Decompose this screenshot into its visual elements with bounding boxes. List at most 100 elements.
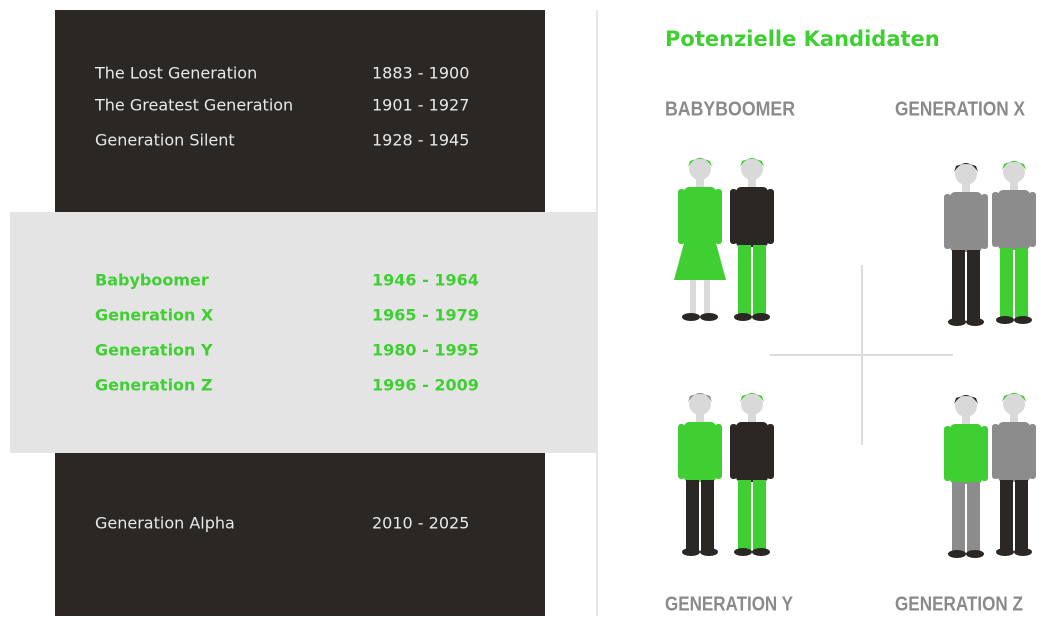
generation-name: Generation X xyxy=(95,306,214,325)
figure-arm xyxy=(767,189,774,244)
figure-shoe xyxy=(734,548,752,556)
figure-arm xyxy=(715,424,722,479)
figure-body xyxy=(998,190,1030,250)
figure-shoe xyxy=(1014,316,1032,324)
figure-arm xyxy=(1029,192,1036,247)
group-label: GENERATION X xyxy=(895,98,1026,120)
figure-shoe xyxy=(682,313,700,321)
generation-years: 1996 - 2009 xyxy=(372,376,479,395)
figure-arm xyxy=(981,426,988,481)
figure-arm xyxy=(981,194,988,249)
figure-shoe xyxy=(682,548,700,556)
figure-arm xyxy=(730,189,737,244)
figure-neck xyxy=(748,179,756,187)
figure-head xyxy=(689,393,711,415)
figure-leg xyxy=(704,280,710,315)
group-label: GENERATION Y xyxy=(665,593,794,615)
figure-arm xyxy=(715,189,722,244)
figure-head xyxy=(1003,393,1025,415)
figure-arm xyxy=(1029,424,1036,479)
figure-leg xyxy=(738,480,751,550)
figure-body xyxy=(998,422,1030,482)
figure-arm xyxy=(944,426,951,481)
figure-leg xyxy=(952,482,965,552)
figure-hair xyxy=(954,395,978,404)
figure-leg xyxy=(967,482,980,552)
generation-name: Generation Z xyxy=(95,376,213,395)
figure-leg xyxy=(1000,248,1013,318)
figure-leg xyxy=(1000,480,1013,550)
figure-neck xyxy=(962,184,970,192)
figure-hair xyxy=(688,158,712,167)
figure-shoe xyxy=(700,548,718,556)
generation-name: Generation Silent xyxy=(95,131,235,150)
figure-leg xyxy=(738,245,751,315)
generation-name: The Greatest Generation xyxy=(94,96,293,115)
figure-hair xyxy=(740,393,764,402)
figure-hair xyxy=(740,158,764,167)
figure-leg xyxy=(967,250,980,320)
generation-name: Babyboomer xyxy=(95,271,209,290)
figure-neck xyxy=(1010,182,1018,190)
figure-body xyxy=(950,192,982,252)
figure-leg xyxy=(690,280,696,315)
figure-hair xyxy=(1002,161,1026,170)
figure-leg xyxy=(686,480,699,550)
generation-years: 1928 - 1945 xyxy=(372,131,469,150)
candidate-band xyxy=(10,212,597,453)
figure-leg xyxy=(952,250,965,320)
figure-hair xyxy=(954,163,978,172)
generation-years: 2010 - 2025 xyxy=(372,514,469,533)
figure-shoe xyxy=(996,316,1014,324)
figure-neck xyxy=(696,414,704,422)
figure-body xyxy=(736,422,768,482)
figure-hair xyxy=(688,393,712,402)
generation-years: 1883 - 1900 xyxy=(372,64,469,83)
figure-shoe xyxy=(752,313,770,321)
generation-name: The Lost Generation xyxy=(94,64,257,83)
figure-head xyxy=(955,163,977,185)
figure-arm xyxy=(730,424,737,479)
figure-shoe xyxy=(752,548,770,556)
figure-shoe xyxy=(996,548,1014,556)
figure-head xyxy=(955,395,977,417)
figure-shoe xyxy=(734,313,752,321)
figure-head xyxy=(741,158,763,180)
figure-neck xyxy=(962,416,970,424)
figure-leg xyxy=(1015,480,1028,550)
group-label: BABYBOOMER xyxy=(665,98,795,120)
figure-body xyxy=(684,187,716,247)
figure-shoe xyxy=(948,318,966,326)
figure-shoe xyxy=(700,313,718,321)
generation-years: 1980 - 1995 xyxy=(372,341,479,360)
figure-leg xyxy=(1015,248,1028,318)
figure-arm xyxy=(678,424,685,479)
figure-neck xyxy=(1010,414,1018,422)
panel-title: Potenzielle Kandidaten xyxy=(665,27,940,51)
figure-leg xyxy=(753,245,766,315)
generation-name: Generation Y xyxy=(95,341,213,360)
figure-arm xyxy=(944,194,951,249)
figure-body xyxy=(950,424,982,484)
figure-arm xyxy=(767,424,774,479)
figure-dress xyxy=(674,243,726,280)
figure-hair xyxy=(1002,393,1026,402)
figure-head xyxy=(689,158,711,180)
figure-body xyxy=(736,187,768,247)
figure-arm xyxy=(678,189,685,244)
figure-neck xyxy=(696,179,704,187)
figure-body xyxy=(684,422,716,482)
generation-years: 1946 - 1964 xyxy=(372,271,479,290)
figure-leg xyxy=(753,480,766,550)
figure-shoe xyxy=(1014,548,1032,556)
figure-leg xyxy=(701,480,714,550)
figure-arm xyxy=(992,424,999,479)
figure-head xyxy=(741,393,763,415)
generation-years: 1901 - 1927 xyxy=(372,96,469,115)
figure-shoe xyxy=(948,550,966,558)
figure-shoe xyxy=(966,550,984,558)
group-label: GENERATION Z xyxy=(895,593,1023,615)
figure-shoe xyxy=(966,318,984,326)
figure-neck xyxy=(748,414,756,422)
